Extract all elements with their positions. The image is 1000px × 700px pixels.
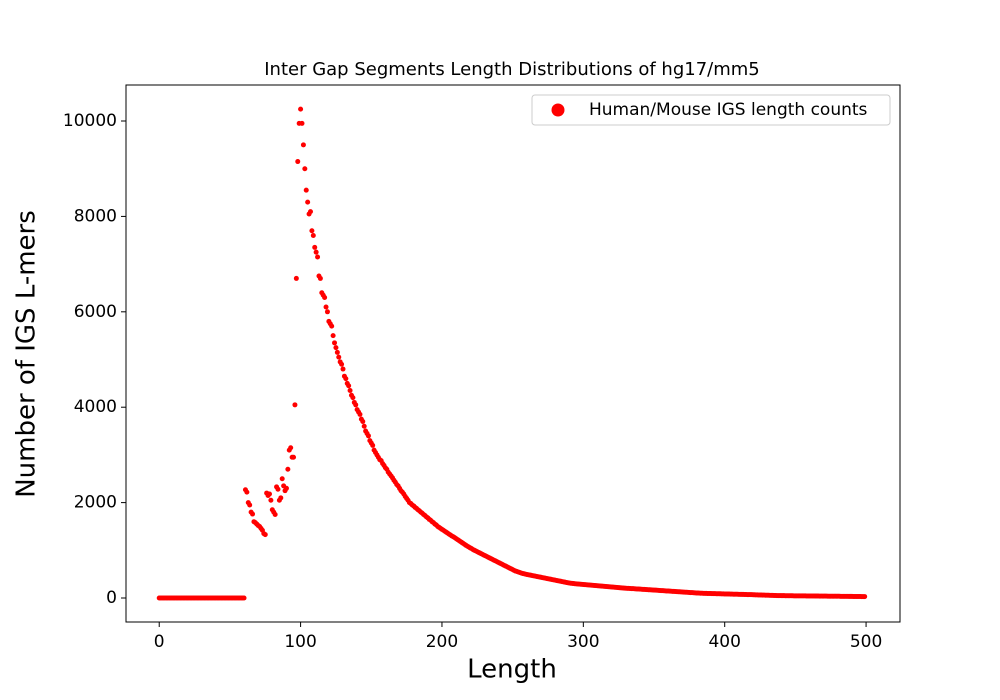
x-tick-label: 0 [154,632,165,652]
y-tick-label: 2000 [74,493,117,513]
data-point [347,388,353,394]
data-point [295,159,301,165]
data-point [262,532,268,538]
data-point [305,199,311,205]
data-point [288,445,294,451]
data-point [334,349,340,355]
data-point [339,361,345,367]
y-tick-label: 0 [106,588,117,608]
data-point [291,454,297,460]
data-point [336,354,342,360]
x-tick-label: 300 [567,632,599,652]
data-point [299,120,305,126]
data-point [293,275,299,281]
chart-title: Inter Gap Segments Length Distributions … [264,59,760,80]
legend-marker [551,103,565,117]
y-axis-label: Number of IGS L-mers [12,210,42,498]
data-point [313,249,319,255]
data-point [350,395,356,401]
data-point [292,402,298,408]
data-point [241,595,247,601]
data-point [370,442,376,448]
data-point [307,209,313,215]
x-axis-label: Length [467,655,557,685]
data-point [361,423,367,429]
data-point [365,433,371,439]
data-point [862,594,868,600]
data-point [275,486,281,492]
data-point [315,254,321,260]
data-point [302,166,308,172]
data-point [357,411,363,417]
data-point [250,511,256,517]
data-point [298,106,304,112]
data-point [283,485,289,491]
data-point [346,383,352,389]
y-tick-label: 8000 [74,206,117,226]
data-point [309,228,315,234]
data-point [303,187,309,193]
y-tick-label: 4000 [74,397,117,417]
data-point [330,333,336,339]
data-point [312,244,318,250]
y-tick-label: 6000 [74,302,117,322]
y-tick-label: 10000 [63,111,117,131]
data-point [317,275,323,281]
x-tick-label: 100 [284,632,316,652]
axes-frame [125,84,901,623]
data-point [244,489,250,495]
data-point [333,345,339,351]
data-point [279,476,285,482]
data-point [340,366,346,372]
data-point [329,323,335,329]
data-point [343,376,349,382]
data-point [322,295,328,301]
data-point [278,495,284,501]
data-point [324,309,330,315]
data-point [310,232,316,238]
data-point [268,497,274,503]
plot-area [156,106,868,601]
x-tick-label: 200 [426,632,458,652]
data-point [323,304,329,310]
x-tick-label: 500 [850,632,882,652]
data-point [360,419,366,425]
data-point [300,142,306,148]
data-point [266,491,272,497]
data-point [247,502,253,508]
data-point [332,340,338,346]
x-tick-label: 400 [708,632,740,652]
legend-label: Human/Mouse IGS length counts [589,100,868,120]
legend-box [531,94,891,126]
data-point [285,466,291,472]
data-point [353,402,359,408]
data-point [272,512,278,518]
